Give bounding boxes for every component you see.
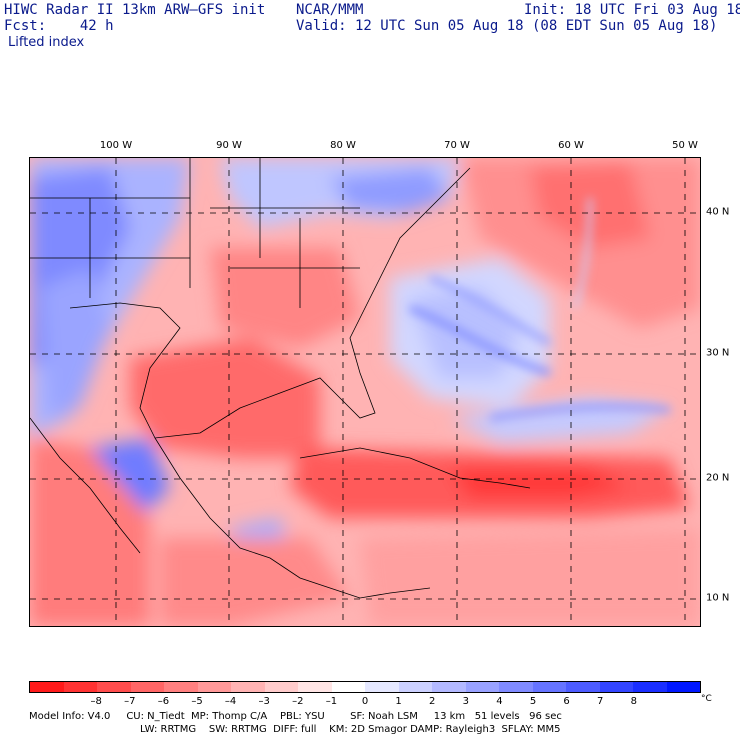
lon-label-80w: 80 W xyxy=(330,140,356,151)
colorbar-segment xyxy=(30,682,64,692)
lat-label-30n: 30 N xyxy=(706,347,730,359)
lon-label-60w: 60 W xyxy=(558,140,584,151)
lon-label-100w: 100 W xyxy=(99,140,133,151)
colorbar-tick-label: –3 xyxy=(258,696,270,707)
model-info-line2: LW: RRTMG SW: RRTMG DIFF: full KM: 2D Sm… xyxy=(140,724,561,735)
us-coastline xyxy=(69,167,471,439)
colorbar-tick-label: –4 xyxy=(224,696,237,707)
colorbar-segment xyxy=(97,682,131,692)
colorbar-segment xyxy=(365,682,399,692)
colorbar-segment xyxy=(633,682,667,692)
pacific-coast xyxy=(30,417,141,554)
graticule xyxy=(30,158,700,626)
colorbar-tick-label: –7 xyxy=(124,696,136,707)
coastlines xyxy=(30,158,531,599)
colorbar-unit: °C xyxy=(701,694,712,704)
colorbar-segment xyxy=(130,682,164,692)
colorbar-segment xyxy=(499,682,533,692)
colorbar-tick-label: 8 xyxy=(630,696,637,707)
colorbar-tick-label: 6 xyxy=(563,696,570,707)
colorbar-tick-label: –6 xyxy=(157,696,170,707)
field-name: Lifted index xyxy=(8,35,85,50)
forecast-hour: Fcst: 42 h xyxy=(4,18,114,34)
lat-label-20n: 20 N xyxy=(706,472,730,484)
colorbar-tick-label: 5 xyxy=(529,696,537,707)
colorbar-segment xyxy=(566,682,600,692)
colorbar-segment xyxy=(63,682,97,692)
blue-filaments xyxy=(408,197,671,421)
colorbar-segment xyxy=(197,682,231,692)
colorbar-tick-label: –8 xyxy=(90,696,102,707)
colorbar-segment xyxy=(331,682,365,692)
model-title: HIWC Radar II 13km ARW–GFS init xyxy=(4,2,266,18)
colorbar-segment xyxy=(666,682,700,692)
organization-label: NCAR/MMM xyxy=(296,2,364,18)
model-info-line1: Model Info: V4.0 CU: N_Tiedt MP: Thomp C… xyxy=(29,711,562,722)
colorbar-tick-label: 1 xyxy=(395,696,402,707)
colorbar-segment xyxy=(465,682,499,692)
state-borders-east xyxy=(210,158,360,308)
lifted-index-colorbar xyxy=(29,681,701,693)
mexico-central-america-coast xyxy=(154,437,431,599)
colorbar-tick-label: –2 xyxy=(292,696,304,707)
colorbar-segment xyxy=(532,682,566,692)
colorbar-segment xyxy=(432,682,466,692)
lon-label-70w: 70 W xyxy=(444,140,470,151)
lifted-index-field xyxy=(30,158,700,626)
colorbar-tick-label: 4 xyxy=(496,696,503,707)
state-borders-west xyxy=(30,158,191,298)
colorbar-tick-label: –1 xyxy=(325,696,338,707)
cuba-hispaniola xyxy=(299,447,531,489)
colorbar-segment xyxy=(164,682,198,692)
colorbar-segment xyxy=(264,682,298,692)
lon-label-90w: 90 W xyxy=(216,140,242,151)
lat-label-10n: 10 N xyxy=(706,592,730,604)
colorbar-segment xyxy=(398,682,432,692)
colorbar-tick-label: 0 xyxy=(361,696,369,707)
colorbar-segment xyxy=(298,682,332,692)
lat-label-40n: 40 N xyxy=(706,206,730,218)
colorbar-tick-label: 2 xyxy=(429,696,436,707)
valid-time: Valid: 12 UTC Sun 05 Aug 18 (08 EDT Sun … xyxy=(296,18,718,34)
colorbar-tick-label: 7 xyxy=(597,696,604,707)
lon-label-50w: 50 W xyxy=(672,140,698,151)
lifted-index-map xyxy=(29,157,701,627)
colorbar-segment xyxy=(231,682,265,692)
colorbar-tick-label: 3 xyxy=(462,696,469,707)
colorbar-tick-label: –5 xyxy=(191,696,203,707)
init-time: Init: 18 UTC Fri 03 Aug 18 xyxy=(524,2,740,18)
colorbar-segment xyxy=(599,682,633,692)
